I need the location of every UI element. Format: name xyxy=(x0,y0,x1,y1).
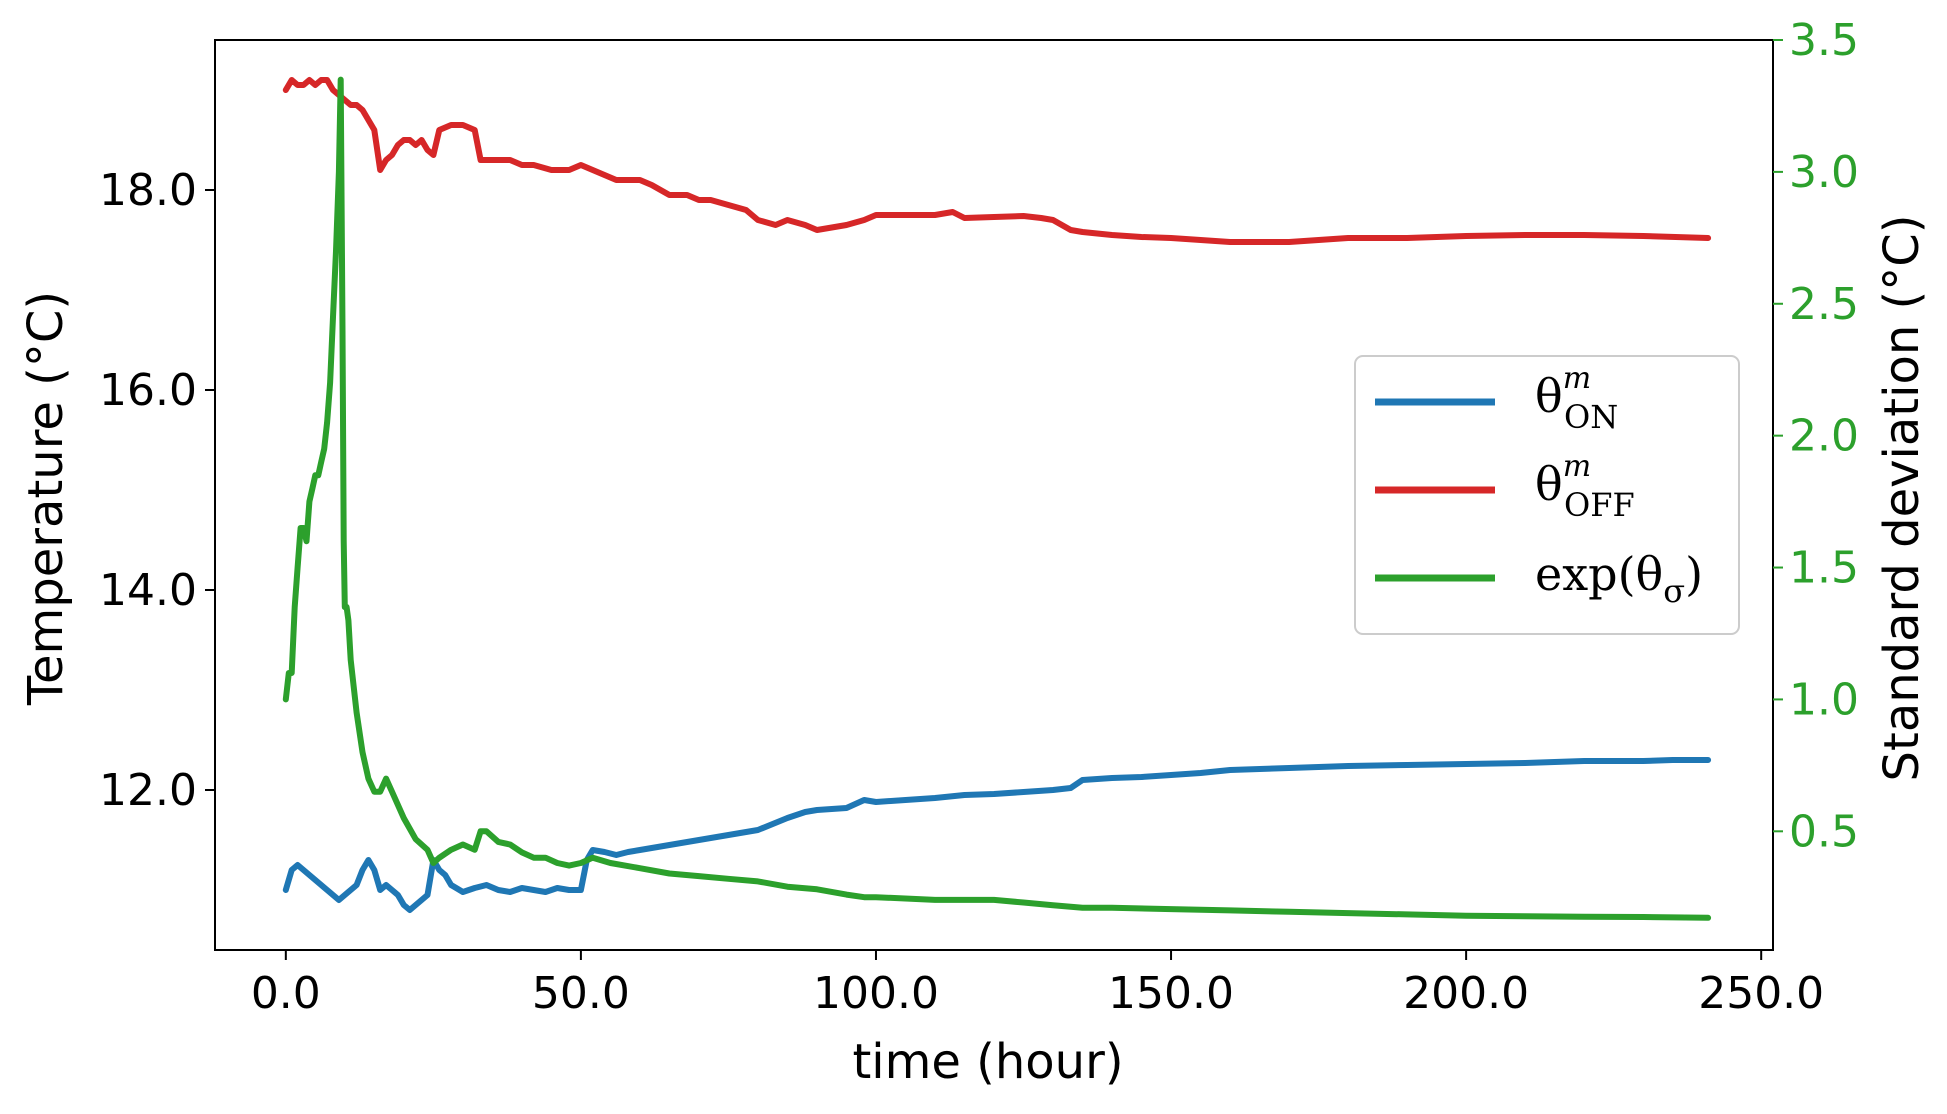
y-right-tick-label: 2.5 xyxy=(1789,279,1859,330)
legend-label-off: θm OFF xyxy=(1535,449,1635,524)
y-right-tick-label: 0.5 xyxy=(1789,806,1859,857)
y-right-tick-label: 1.0 xyxy=(1789,674,1859,725)
y-left-tick-label: 16.0 xyxy=(99,365,197,416)
series-layer xyxy=(282,76,1712,921)
y-right-tick-label: 1.5 xyxy=(1789,543,1859,594)
x-tick-label: 50.0 xyxy=(532,968,630,1019)
y-left-tick-label: 18.0 xyxy=(99,165,197,216)
plot-frame xyxy=(214,39,1774,951)
y-axis-right: 0.5 1.0 1.5 2.0 2.5 3.0 3.5 xyxy=(1773,15,1859,857)
series-line-sigma xyxy=(282,76,1712,921)
series-line-off xyxy=(282,77,1712,245)
x-axis: 0.0 50.0 100.0 150.0 200.0 250.0 xyxy=(251,950,1824,1019)
x-tick-label: 100.0 xyxy=(813,968,939,1019)
y-right-tick-label: 3.0 xyxy=(1789,147,1859,198)
x-tick-label: 0.0 xyxy=(251,968,321,1019)
y-left-tick-label: 12.0 xyxy=(99,765,197,816)
x-tick-label: 150.0 xyxy=(1108,968,1234,1019)
y-right-tick-label: 3.5 xyxy=(1789,15,1859,66)
x-axis-label: time (hour) xyxy=(852,1034,1123,1090)
y-axis-label-right: Standard deviation (°C) xyxy=(1874,215,1930,782)
y-axis-label-left: Temperature (°C) xyxy=(18,291,74,706)
legend-label-on: θm ON xyxy=(1535,361,1618,436)
y-right-tick-label: 2.0 xyxy=(1789,411,1859,462)
y-left-tick-label: 14.0 xyxy=(99,565,197,616)
x-tick-label: 200.0 xyxy=(1403,968,1529,1019)
x-tick-label: 250.0 xyxy=(1698,968,1824,1019)
legend-label-sigma: exp(θσ) xyxy=(1535,547,1703,610)
legend-box xyxy=(1354,355,1740,635)
y-axis-left: 12.0 14.0 16.0 18.0 xyxy=(99,165,215,816)
legend: θm ON θm OFF exp(θσ) xyxy=(1354,355,1740,635)
